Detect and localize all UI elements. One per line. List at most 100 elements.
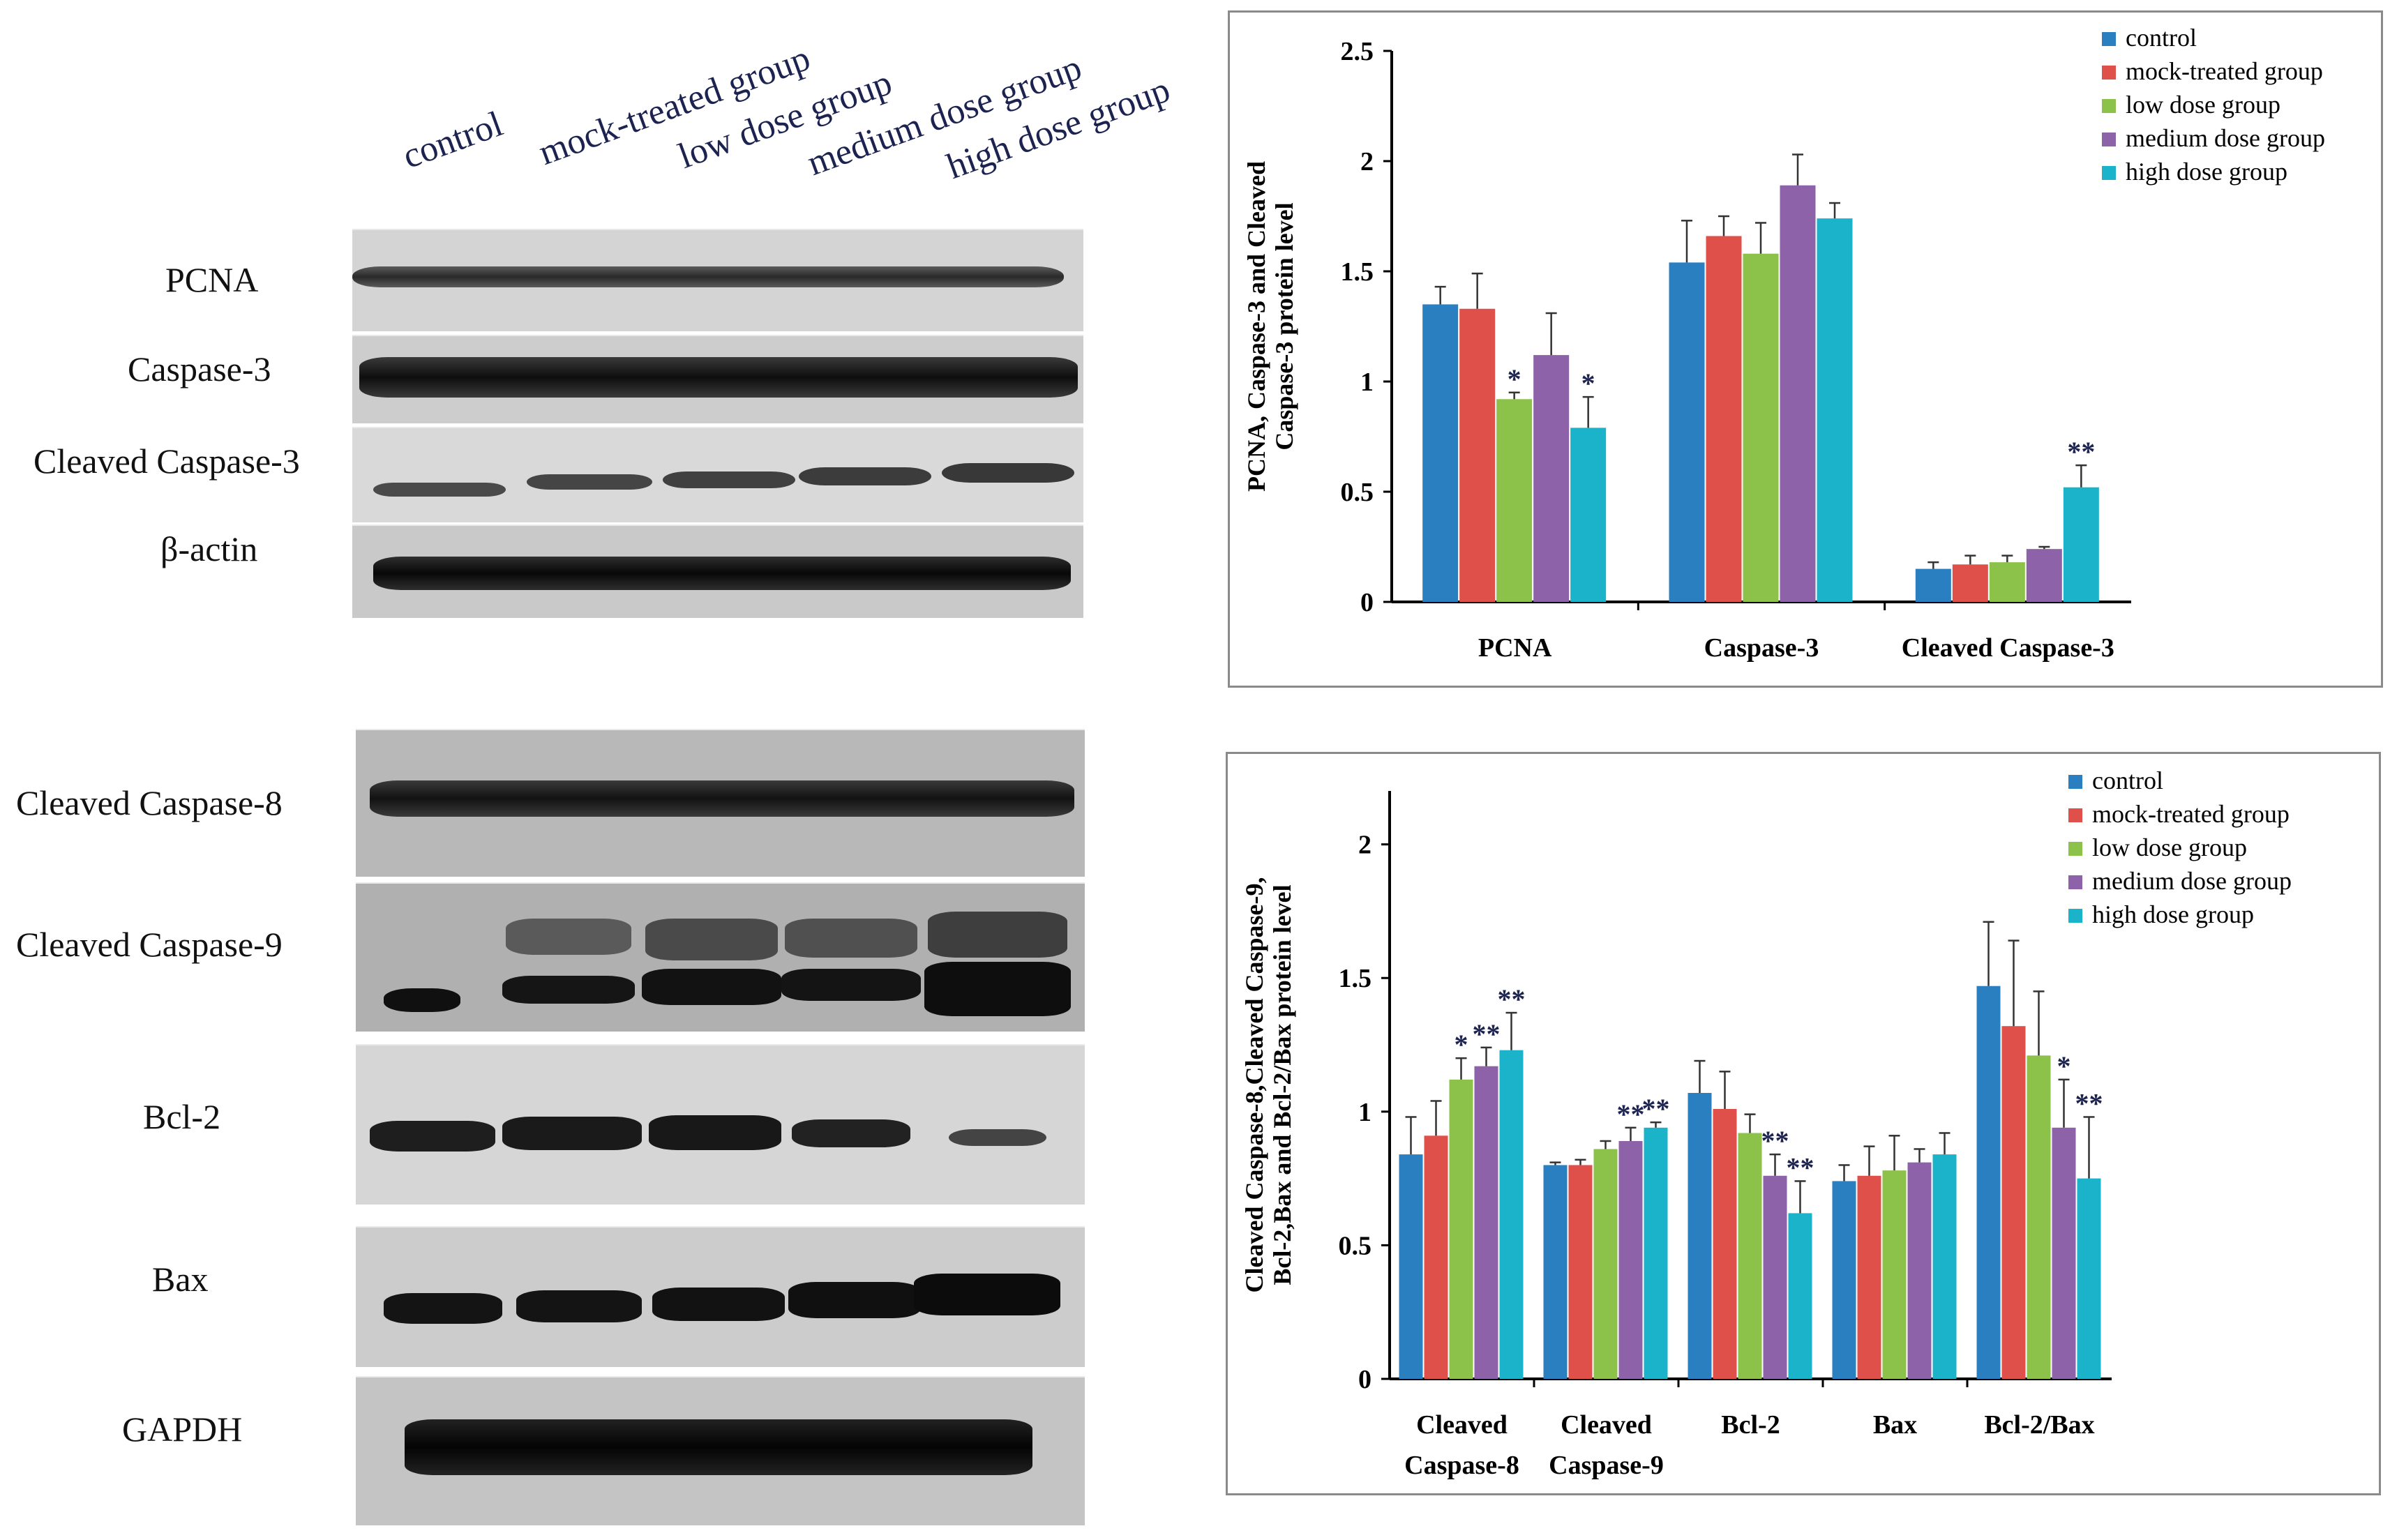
chart2-significance-mark: **	[1498, 983, 1526, 1015]
chart2-bar-low	[2027, 1055, 2051, 1379]
chart-2-frame: 0 0.5 1 1.5 2 Cleaved Caspase-8,Cleaved Caspa…	[1226, 752, 2381, 1495]
chart2-category-label: Bcl-2	[1721, 1410, 1780, 1440]
blot-label-bcl2: Bcl-2	[143, 1097, 221, 1136]
chart2-bar-medium	[1474, 1066, 1498, 1379]
chart2-category-label: Cleaved	[1561, 1410, 1652, 1440]
chart2-bar-control	[1399, 1154, 1423, 1379]
chart1-legend-swatch-high	[2102, 166, 2116, 180]
chart1-category-label: Caspase-3	[1704, 633, 1819, 663]
chart2-bar-medium	[1618, 1140, 1643, 1379]
chart1-bar-high	[2063, 487, 2099, 602]
chart2-ytick-label: 1.5	[1339, 964, 1372, 993]
chart1-ylabel: PCNA, Caspase-3 and CleavedCaspase-3 pro…	[1242, 161, 1298, 492]
chart2-bar-mock	[1713, 1108, 1737, 1379]
blot-label-pcna: PCNA	[165, 260, 259, 299]
chart1-bar-control	[1915, 568, 1951, 602]
chart1-legend-label: medium dose group	[2126, 124, 2325, 152]
chart2-significance-mark: **	[1473, 1018, 1501, 1050]
chart2-bar-mock	[2001, 1026, 2026, 1379]
chart1-bar-mock	[1706, 236, 1742, 602]
chart2-significance-mark: *	[2057, 1050, 2071, 1082]
chart1-bar-medium	[1533, 355, 1570, 602]
chart2-bar-control	[1976, 986, 2001, 1379]
chart2-legend-swatch-low	[2068, 842, 2082, 856]
chart2-bar-mock	[1568, 1165, 1593, 1379]
chart-1-frame: 0 0.5 1 1.5 2 2.5 PCNA, Caspase-3 and CleavedC…	[1228, 10, 2383, 688]
chart2-legend-label: low dose group	[2092, 833, 2247, 861]
chart1-legend-swatch-mock	[2102, 66, 2116, 80]
chart2-ytick-label: 0.5	[1339, 1231, 1372, 1260]
chart2-bar-low	[1882, 1170, 1907, 1379]
blot-bax	[356, 1226, 1085, 1367]
chart2-bar-high	[1932, 1154, 1957, 1379]
chart2-significance-mark: *	[1455, 1029, 1468, 1060]
chart1-bar-medium	[2026, 549, 2062, 602]
chart2-ytick-label: 1	[1358, 1098, 1371, 1127]
lane-label-control: control	[398, 104, 509, 177]
blot-cleaved-caspase3	[352, 427, 1083, 522]
chart2-ytick-label: 2	[1358, 831, 1371, 860]
blot-cleaved-caspase9	[356, 882, 1085, 1032]
blot-label-beta-actin: β-actin	[160, 529, 258, 568]
chart1-bar-high	[1570, 428, 1607, 602]
chart2-bar-control	[1688, 1092, 1712, 1379]
chart2-category-label: Cleaved	[1416, 1410, 1508, 1440]
chart2-ylabel: Cleaved Caspase-8,Cleaved Caspase-9,Bcl-…	[1240, 877, 1296, 1293]
chart2-significance-mark: **	[1787, 1152, 1814, 1183]
blot-pcna	[352, 229, 1083, 331]
chart1-bar-control	[1422, 304, 1459, 602]
chart1-ytick-label: 1	[1360, 368, 1374, 397]
chart1-ylabel-line: Caspase-3 protein level	[1270, 202, 1298, 450]
chart1-legend-label: control	[2126, 24, 2197, 52]
chart2-bar-high	[1788, 1213, 1812, 1379]
chart2-significance-mark: **	[1761, 1125, 1789, 1156]
chart1-legend-label: mock-treated group	[2126, 57, 2323, 85]
blot-caspase3	[352, 335, 1083, 423]
chart2-bar-low	[1449, 1079, 1473, 1379]
chart2-bar-mock	[1424, 1135, 1448, 1379]
chart2-category-label: Bcl-2/Bax	[1984, 1410, 2094, 1440]
chart-2: 0 0.5 1 1.5 2 Cleaved Caspase-8,Cleaved Caspa…	[1240, 767, 2292, 1480]
blot-bcl2	[356, 1044, 1085, 1205]
chart1-bar-low	[1743, 253, 1779, 602]
chart2-significance-mark: **	[1642, 1093, 1670, 1124]
chart2-bar-medium	[2052, 1127, 2076, 1379]
chart2-bar-control	[1543, 1165, 1568, 1379]
chart2-bar-low	[1593, 1149, 1618, 1379]
chart1-ytick-label: 0	[1360, 588, 1374, 617]
chart1-bar-control	[1669, 262, 1705, 602]
chart2-legend-label: control	[2092, 767, 2163, 794]
chart1-ylabel-line: PCNA, Caspase-3 and Cleaved	[1242, 161, 1270, 492]
blot-label-caspase3: Caspase-3	[128, 349, 271, 388]
chart2-legend-swatch-medium	[2068, 875, 2082, 889]
chart1-legend-label: low dose group	[2126, 91, 2280, 119]
chart1-ytick-label: 2	[1360, 147, 1374, 176]
chart1-significance-mark: **	[2067, 436, 2095, 467]
chart2-legend-swatch-control	[2068, 775, 2082, 789]
chart2-legend-label: high dose group	[2092, 900, 2254, 928]
chart1-ytick-label: 1.5	[1341, 257, 1374, 287]
blot-label-gapdh: GAPDH	[122, 1410, 243, 1449]
blot-label-cleaved-caspase9: Cleaved Caspase-9	[16, 925, 283, 964]
blot-label-bax: Bax	[152, 1260, 209, 1299]
chart1-bar-high	[1817, 218, 1853, 602]
chart2-category-label: Caspase-9	[1549, 1451, 1664, 1480]
chart2-bar-high	[1644, 1127, 1668, 1379]
chart1-legend-swatch-control	[2102, 32, 2116, 46]
blot-label-cleaved-caspase3: Cleaved Caspase-3	[33, 441, 300, 481]
chart1-bar-low	[1496, 399, 1533, 602]
blot-gapdh	[356, 1376, 1085, 1525]
chart1-bar-mock	[1459, 308, 1496, 602]
chart1-category-label: PCNA	[1478, 633, 1552, 663]
chart1-ytick-label: 0.5	[1341, 478, 1374, 507]
chart1-bar-low	[1989, 562, 2025, 602]
chart2-legend-label: medium dose group	[2092, 867, 2292, 895]
chart2-ylabel-line: Bcl-2,Bax and Bcl-2/Bax protein level	[1268, 884, 1296, 1285]
chart2-bar-medium	[1763, 1175, 1787, 1379]
chart1-legend-label: high dose group	[2126, 158, 2287, 186]
chart2-category-label: Bax	[1873, 1410, 1917, 1440]
chart1-category-label: Cleaved Caspase-3	[1902, 633, 2114, 663]
chart1-ytick-label: 2.5	[1341, 37, 1374, 66]
